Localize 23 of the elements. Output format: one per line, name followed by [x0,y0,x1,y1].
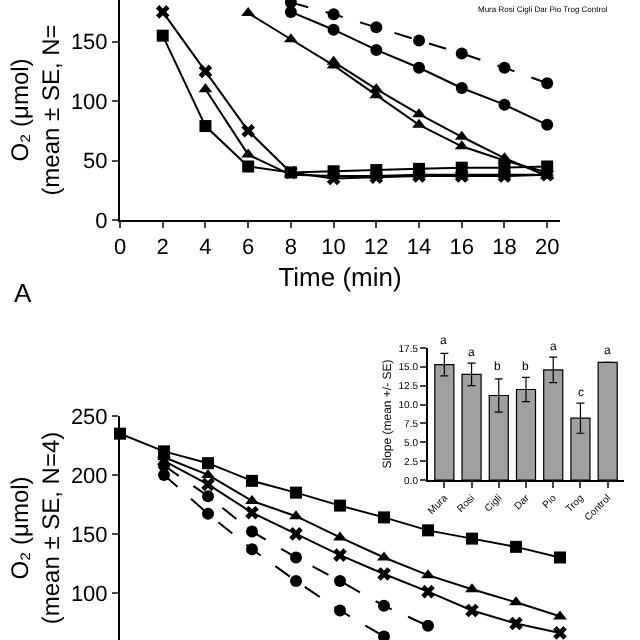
y-tick-label: 200 [70,464,108,489]
x-axis-title: Time (min) [278,261,402,292]
x-tick-label: 12 [364,236,389,261]
x-tick-label: 20 [534,236,560,261]
y-tick-label: 50 [83,150,108,175]
y-tick-label: 150 [70,523,108,548]
y-tick-label: 0 [95,209,108,234]
x-tick-label: 4 [199,236,212,261]
y-tick-label: 150 [70,31,108,56]
x-tick-label: 8 [284,236,298,261]
x-tick-label: 2 [156,236,169,261]
y-tick-label: 100 [70,582,108,607]
x-tick-label: 0 [113,236,127,261]
x-tick-label: 14 [406,236,432,261]
text: A [14,278,32,308]
x-tick-label: 18 [492,236,517,261]
x-tick-label: 16 [449,236,474,261]
y-tick-label: 100 [70,90,108,115]
x-tick-label: 10 [321,236,346,261]
y-axis-title: O₂ (μmol) (mean ± SE, N= [6,24,66,196]
x-tick-label: 6 [242,236,255,261]
y-tick-label: 250 [70,405,108,430]
y-axis-title: O₂ (μmol) (mean ± SE, N=4) [6,431,66,625]
